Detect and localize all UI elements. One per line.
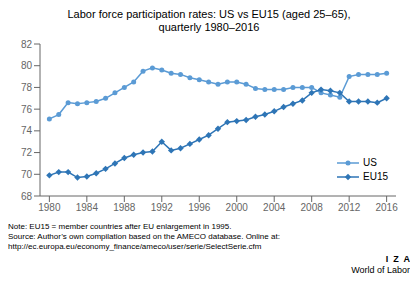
svg-text:2008: 2008 [301, 202, 324, 213]
svg-text:76: 76 [21, 104, 33, 115]
svg-text:1992: 1992 [151, 202, 174, 213]
html-text:Source: Author’s own compilati: Source: Author’s own compilation based o… [8, 232, 280, 251]
html-text:I Z A: I Z A [385, 254, 410, 264]
svg-text:2016: 2016 [376, 202, 399, 213]
svg-text:2012: 2012 [338, 202, 361, 213]
svg-text:74: 74 [21, 125, 33, 136]
svg-text:1984: 1984 [76, 202, 99, 213]
svg-text:78: 78 [21, 82, 33, 93]
html-text:EU15: EU15 [363, 171, 388, 182]
html-text:US: US [363, 157, 377, 168]
svg-text:1980: 1980 [38, 202, 61, 213]
svg-text:1996: 1996 [188, 202, 211, 213]
svg-text:70: 70 [21, 169, 33, 180]
svg-text:72: 72 [21, 147, 33, 158]
svg-text:80: 80 [21, 60, 33, 71]
svg-text:1988: 1988 [113, 202, 136, 213]
svg-text:82: 82 [21, 39, 33, 50]
html-text:Note: EU15 = member countries: Note: EU15 = member countries after EU e… [8, 222, 232, 231]
svg-text:2000: 2000 [226, 202, 249, 213]
html-text:Labor force participation rate: Labor force participation rates: US vs E… [67, 8, 351, 33]
svg-text:68: 68 [21, 191, 33, 202]
svg-text:2004: 2004 [263, 202, 286, 213]
html-text:World of Labor: World of Labor [351, 265, 410, 275]
